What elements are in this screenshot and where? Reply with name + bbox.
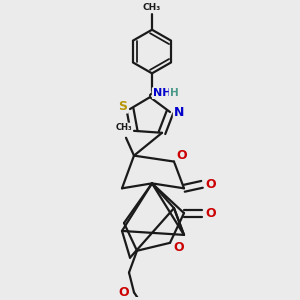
Text: O: O [177,149,187,162]
Text: NH: NH [153,88,171,98]
Text: O: O [206,178,216,191]
Text: O: O [206,207,216,220]
Text: CH₃: CH₃ [116,123,132,132]
Text: H: H [169,88,178,98]
Text: O: O [174,241,184,254]
Text: O: O [119,286,129,299]
Text: N: N [174,106,184,118]
Text: S: S [118,100,127,112]
Text: CH₃: CH₃ [143,3,161,12]
